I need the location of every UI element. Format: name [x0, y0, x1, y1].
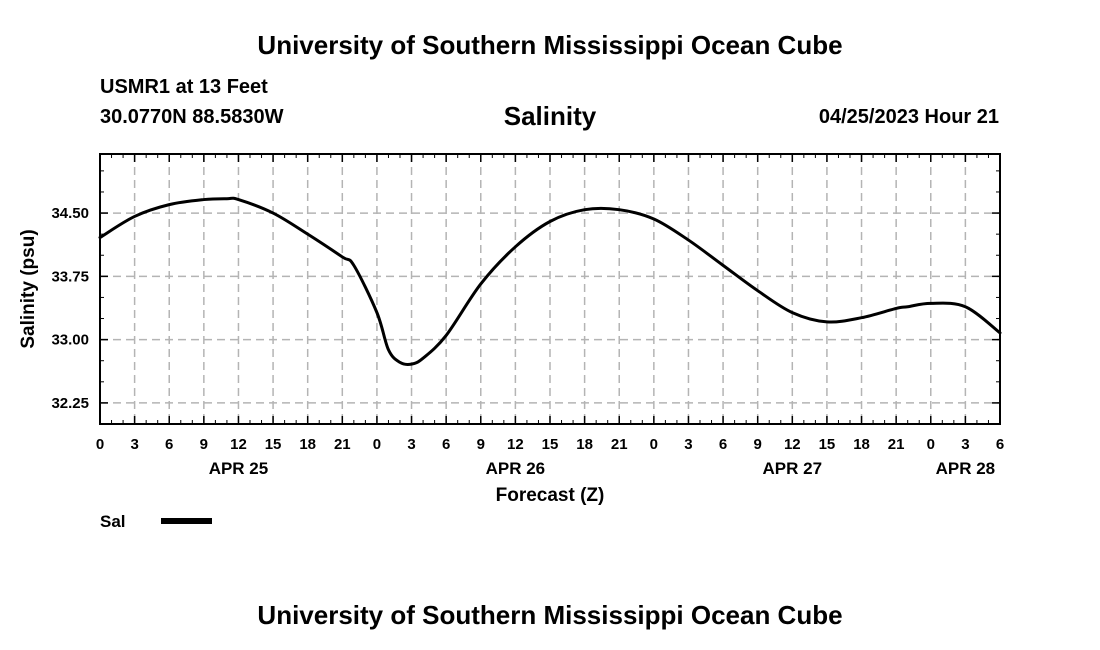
data-point [341, 255, 344, 258]
x-tick-label: 9 [200, 436, 208, 453]
salinity-chart: 0 3 6 9 12 15 18 21 0 3 6 9 12 15 18 21 0 3 6 9 12 15 18 21 0 3 6A… [18, 153, 1004, 531]
data-point [387, 348, 390, 351]
top-title: University of Southern Mississippi Ocean… [257, 30, 843, 60]
station-label: USMR1 at 13 Feet [100, 76, 268, 98]
x-tick-label: 12 [784, 436, 801, 453]
x-tick-label: 6 [165, 436, 173, 453]
legend-label: Sal [100, 512, 126, 531]
x-tick-label: 0 [927, 436, 935, 453]
x-tick-label: 21 [888, 436, 905, 453]
x-tick-label: 0 [96, 436, 104, 453]
data-point [549, 220, 552, 223]
tick-labels: 0 3 6 9 12 15 18 21 0 3 6 9 12 15 18 21 0 3 6 9 12 15 18 21 0 3 6A… [51, 205, 1004, 478]
y-tick-label: 34.50 [51, 205, 89, 222]
x-tick-label: 6 [442, 436, 450, 453]
data-point [906, 305, 909, 308]
data-point [722, 264, 725, 267]
data-point [687, 239, 690, 242]
x-tick-label: 15 [542, 436, 559, 453]
x-tick-label: 12 [507, 436, 524, 453]
data-point [306, 233, 309, 236]
data-point [583, 208, 586, 211]
data-point [860, 316, 863, 319]
data-point [225, 197, 228, 200]
data-point [202, 198, 205, 201]
x-tick-label: 3 [684, 436, 692, 453]
data-point [399, 361, 402, 364]
y-tick-label: 32.25 [51, 395, 89, 412]
data-point [375, 311, 378, 314]
x-tick-label: 21 [334, 436, 351, 453]
datetime-label: 04/25/2023 Hour 21 [818, 106, 999, 128]
x-tick-label: 15 [819, 436, 836, 453]
data-point [168, 203, 171, 206]
y-tick-label: 33.00 [51, 332, 89, 349]
x-tick-label: 18 [576, 436, 593, 453]
x-tick-label: 3 [130, 436, 138, 453]
plot-frame [99, 153, 1001, 425]
y-axis-label: Salinity (psu) [18, 229, 39, 348]
x-tick-label: 3 [407, 436, 415, 453]
x-tick-label: 15 [265, 436, 282, 453]
location-label: 30.0770N 88.5830W [100, 106, 284, 128]
data-point [929, 302, 932, 305]
series-layer [98, 196, 1002, 367]
y-tick-label: 33.75 [51, 268, 89, 285]
x-axis-label: Forecast (Z) [496, 485, 605, 506]
grid [100, 154, 1000, 424]
data-point [999, 331, 1002, 334]
data-point [618, 208, 621, 211]
x-tick-label: 12 [230, 436, 247, 453]
day-label: APR 26 [486, 459, 546, 478]
day-label: APR 28 [936, 459, 996, 478]
data-point [895, 307, 898, 310]
x-tick-label: 3 [961, 436, 969, 453]
data-point [479, 282, 482, 285]
data-point [352, 264, 355, 267]
legend: Sal [100, 512, 212, 531]
data-point [422, 357, 425, 360]
data-point [99, 236, 102, 239]
data-point [133, 215, 136, 218]
data-point [825, 320, 828, 323]
day-label: APR 25 [209, 459, 269, 478]
x-tick-label: 21 [611, 436, 628, 453]
chart-title: Salinity [503, 101, 597, 131]
x-tick-label: 18 [853, 436, 870, 453]
x-tick-label: 0 [373, 436, 381, 453]
x-tick-label: 6 [719, 436, 727, 453]
x-tick-label: 0 [650, 436, 658, 453]
data-point [652, 217, 655, 220]
data-point [237, 198, 240, 201]
x-tick-label: 9 [754, 436, 762, 453]
data-point [791, 311, 794, 314]
bottom-title: University of Southern Mississippi Ocean… [257, 600, 843, 630]
data-point [272, 212, 275, 215]
data-point [756, 289, 759, 292]
data-point [410, 363, 413, 366]
data-point [514, 245, 517, 248]
day-label: APR 27 [763, 459, 823, 478]
data-point [445, 334, 448, 337]
series-line-sal [98, 196, 1002, 367]
x-tick-label: 6 [996, 436, 1004, 453]
x-tick-label: 9 [477, 436, 485, 453]
x-tick-label: 18 [299, 436, 316, 453]
data-point [964, 305, 967, 308]
